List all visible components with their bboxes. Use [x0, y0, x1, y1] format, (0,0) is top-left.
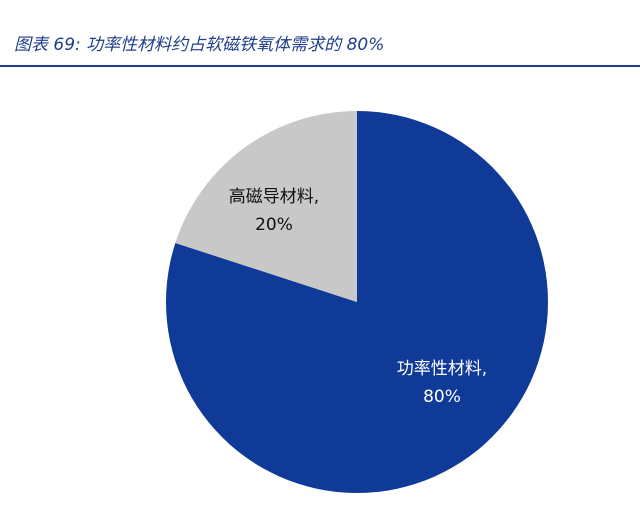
slice-value-0: 80%	[423, 387, 461, 407]
slice-label-0: 功率性材料,	[397, 359, 487, 379]
pie-slice-1	[175, 111, 357, 302]
slice-label-1: 高磁导材料,	[229, 187, 319, 207]
chart-title: 图表 69: 功率性材料约占软磁铁氧体需求的 80%	[14, 35, 385, 55]
slice-value-1: 20%	[255, 215, 293, 235]
pie-slice-0	[166, 111, 549, 493]
title-divider	[0, 65, 640, 67]
